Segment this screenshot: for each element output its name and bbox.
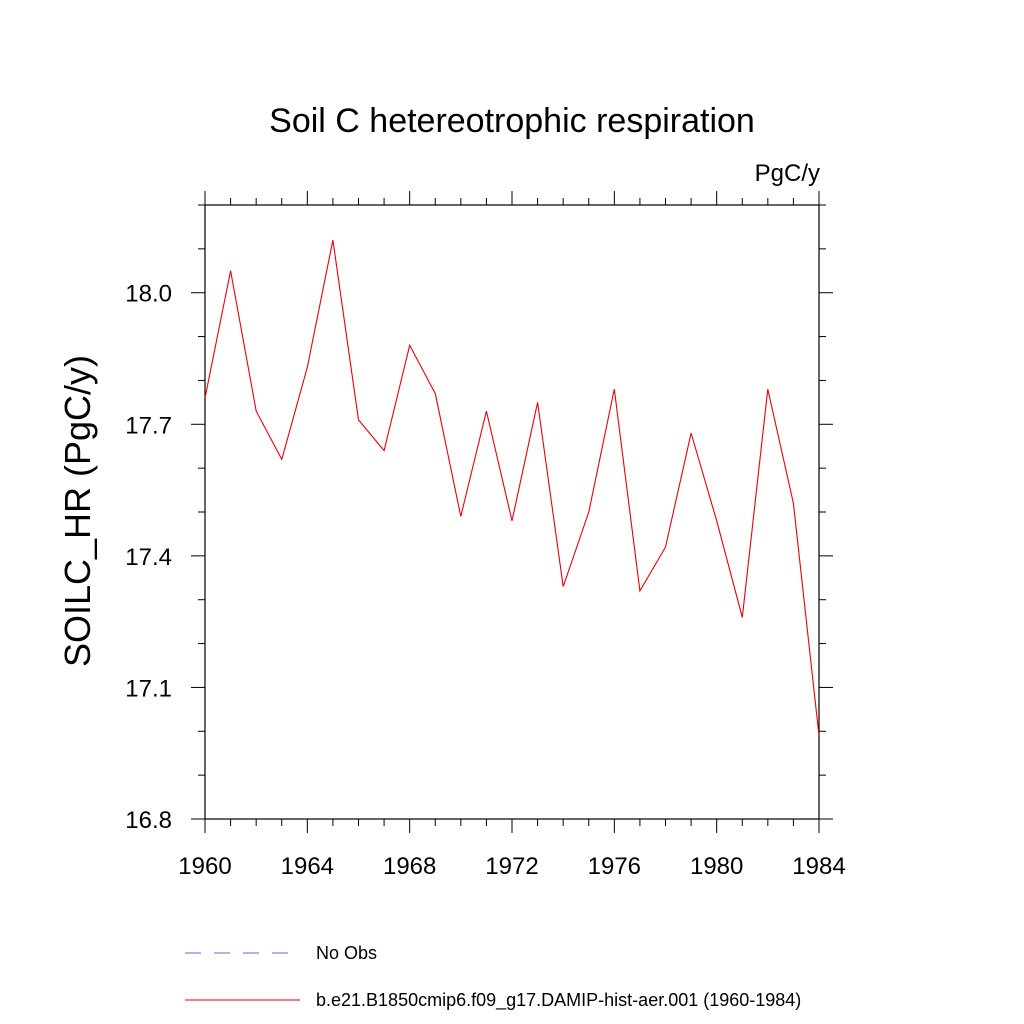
y-tick-label: 16.8 xyxy=(125,807,172,834)
x-tick-label: 1972 xyxy=(485,853,538,880)
y-tick-label: 18.0 xyxy=(125,281,172,308)
x-tick-label: 1984 xyxy=(792,853,845,880)
units-label: PgC/y xyxy=(755,160,820,187)
series-line-0 xyxy=(204,239,820,736)
plot-frame xyxy=(204,204,820,820)
series-layer xyxy=(204,239,820,736)
y-tick-label: 17.4 xyxy=(125,544,172,571)
y-tick-label: 17.1 xyxy=(125,675,172,702)
x-tick-label: 1976 xyxy=(588,853,641,880)
x-tick-label: 1968 xyxy=(383,853,436,880)
legend-label-no-obs: No Obs xyxy=(316,943,377,963)
legend-label-model-run: b.e21.B1850cmip6.f09_g17.DAMIP-hist-aer.… xyxy=(316,990,801,1011)
y-axis: 16.8 17.1 17.4 17.7 18.0 xyxy=(125,204,833,834)
chart-title: Soil C hetereotrophic respiration xyxy=(269,102,755,140)
x-tick-label: 1960 xyxy=(178,853,231,880)
x-tick-label: 1964 xyxy=(281,853,334,880)
legend: No Obs b.e21.B1850cmip6.f09_g17.DAMIP-hi… xyxy=(185,943,801,1011)
x-axis: 1960 1964 1968 1972 1976 1980 1984 xyxy=(178,191,846,880)
y-axis-title: SOILC_HR (PgC/y) xyxy=(57,355,98,667)
x-tick-label: 1980 xyxy=(690,853,743,880)
y-tick-label: 17.7 xyxy=(125,412,172,439)
